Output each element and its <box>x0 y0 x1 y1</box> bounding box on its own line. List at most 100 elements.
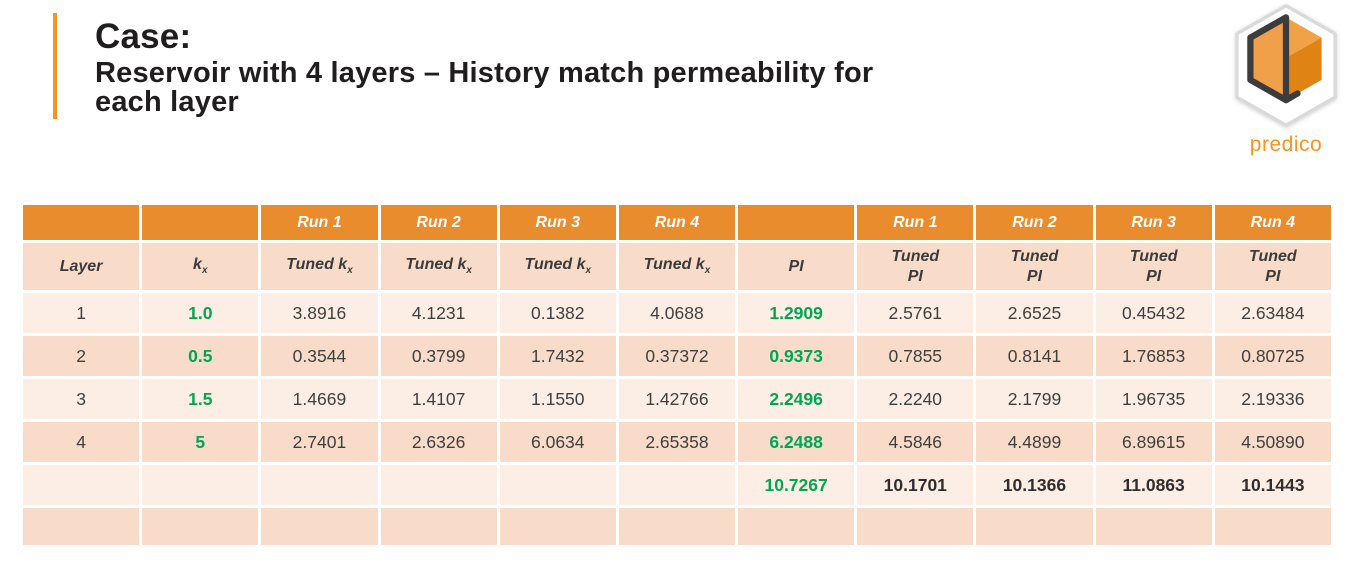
tuned-pi-cell: 4.5846 <box>857 422 974 462</box>
empty-cell <box>976 508 1093 545</box>
blank-header-cell <box>738 205 855 240</box>
empty-cell <box>23 508 140 545</box>
tuned-kx-cell: 2.7401 <box>261 422 378 462</box>
empty-cell <box>618 508 736 545</box>
empty-cell <box>618 465 736 505</box>
tuned-kx-cell: 1.42766 <box>618 379 736 419</box>
empty-row <box>23 508 1331 545</box>
layer-header: Layer <box>23 243 140 290</box>
table-row-layer-2: 2 0.5 0.3544 0.3799 1.7432 0.37372 0.937… <box>23 336 1331 376</box>
empty-cell <box>1095 508 1212 545</box>
tuned-kx-cell: 4.0688 <box>618 293 736 333</box>
kx-value-cell: 1.0 <box>142 293 259 333</box>
title-accent-bar <box>53 13 57 119</box>
run-header-kx-3: Run 3 <box>499 205 616 240</box>
tuned-pi-cell: 0.7855 <box>857 336 974 376</box>
pi-value-cell: 6.2488 <box>738 422 855 462</box>
tuned-pi-cell: 2.63484 <box>1214 293 1331 333</box>
empty-cell <box>142 465 259 505</box>
empty-cell <box>499 465 616 505</box>
tuned-pi-cell: 1.76853 <box>1095 336 1212 376</box>
title-block: Case: Reservoir with 4 layers – History … <box>95 18 1155 117</box>
empty-cell <box>142 508 259 545</box>
tuned-pi-cell: 1.96735 <box>1095 379 1212 419</box>
tuned-pi-header: Tuned PI <box>857 243 974 290</box>
run-header-kx-4: Run 4 <box>618 205 736 240</box>
kx-header: kx <box>142 243 259 290</box>
tuned-kx-cell: 2.6326 <box>380 422 497 462</box>
layer-cell: 3 <box>23 379 140 419</box>
subtitle-line-2: each layer <box>95 85 239 118</box>
column-header-row: Layer kx Tuned kx Tuned kx Tuned kx Tune… <box>23 243 1331 290</box>
tuned-kx-cell: 6.0634 <box>499 422 616 462</box>
layer-cell: 4 <box>23 422 140 462</box>
tuned-kx-cell: 1.4107 <box>380 379 497 419</box>
tuned-kx-cell: 0.3544 <box>261 336 378 376</box>
tuned-pi-cell: 0.45432 <box>1095 293 1212 333</box>
pi-value-cell: 0.9373 <box>738 336 855 376</box>
run-header-pi-3: Run 3 <box>1095 205 1212 240</box>
tuned-pi-cell: 2.6525 <box>976 293 1093 333</box>
subtitle-line-1: Reservoir with 4 layers – History match … <box>95 56 874 89</box>
kx-value-cell: 1.5 <box>142 379 259 419</box>
run-header-pi-2: Run 2 <box>976 205 1093 240</box>
tuned-kx-cell: 1.4669 <box>261 379 378 419</box>
tuned-kx-header: Tuned kx <box>618 243 736 290</box>
empty-cell <box>380 465 497 505</box>
tuned-pi-header: Tuned PI <box>1095 243 1212 290</box>
tuned-kx-cell: 4.1231 <box>380 293 497 333</box>
tuned-kx-cell: 1.7432 <box>499 336 616 376</box>
tuned-kx-header: Tuned kx <box>380 243 497 290</box>
run-header-kx-1: Run 1 <box>261 205 378 240</box>
tuned-pi-cell: 2.19336 <box>1214 379 1331 419</box>
tuned-kx-cell: 0.37372 <box>618 336 736 376</box>
tuned-pi-cell: 2.2240 <box>857 379 974 419</box>
empty-cell <box>380 508 497 545</box>
tuned-pi-header: Tuned PI <box>976 243 1093 290</box>
tuned-pi-cell: 4.50890 <box>1214 422 1331 462</box>
predico-logo: predico <box>1223 2 1349 157</box>
empty-cell <box>23 465 140 505</box>
run-header-pi-4: Run 4 <box>1214 205 1331 240</box>
total-tuned-pi-cell: 10.1366 <box>976 465 1093 505</box>
total-tuned-pi-cell: 10.1443 <box>1214 465 1331 505</box>
tuned-pi-cell: 2.1799 <box>976 379 1093 419</box>
tuned-kx-cell: 2.65358 <box>618 422 736 462</box>
tuned-kx-cell: 1.1550 <box>499 379 616 419</box>
tuned-kx-cell: 3.8916 <box>261 293 378 333</box>
total-tuned-pi-cell: 11.0863 <box>1095 465 1212 505</box>
empty-cell <box>738 508 855 545</box>
empty-cell <box>499 508 616 545</box>
kx-value-cell: 0.5 <box>142 336 259 376</box>
page-subtitle: Reservoir with 4 layers – History match … <box>95 56 1135 118</box>
tuned-kx-cell: 0.1382 <box>499 293 616 333</box>
run-header-row: Run 1 Run 2 Run 3 Run 4 Run 1 Run 2 Run … <box>23 205 1331 240</box>
page-title: Case: <box>95 17 192 56</box>
predico-cube-icon <box>1235 4 1337 127</box>
blank-header-cell <box>23 205 140 240</box>
tuned-kx-cell: 0.3799 <box>380 336 497 376</box>
blank-header-cell <box>142 205 259 240</box>
history-match-table: Run 1 Run 2 Run 3 Run 4 Run 1 Run 2 Run … <box>20 202 1334 548</box>
tuned-pi-cell: 0.80725 <box>1214 336 1331 376</box>
tuned-pi-cell: 6.89615 <box>1095 422 1212 462</box>
empty-cell <box>261 508 378 545</box>
table-row-layer-4: 4 5 2.7401 2.6326 6.0634 2.65358 6.2488 … <box>23 422 1331 462</box>
total-tuned-pi-cell: 10.1701 <box>857 465 974 505</box>
empty-cell <box>261 465 378 505</box>
tuned-pi-cell: 4.4899 <box>976 422 1093 462</box>
empty-cell <box>1214 508 1331 545</box>
tuned-kx-header: Tuned kx <box>261 243 378 290</box>
total-pi-cell: 10.7267 <box>738 465 855 505</box>
pi-value-cell: 1.2909 <box>738 293 855 333</box>
run-header-kx-2: Run 2 <box>380 205 497 240</box>
pi-header: PI <box>738 243 855 290</box>
pi-value-cell: 2.2496 <box>738 379 855 419</box>
table-row-layer-1: 1 1.0 3.8916 4.1231 0.1382 4.0688 1.2909… <box>23 293 1331 333</box>
layer-cell: 1 <box>23 293 140 333</box>
run-header-pi-1: Run 1 <box>857 205 974 240</box>
layer-cell: 2 <box>23 336 140 376</box>
tuned-pi-cell: 2.5761 <box>857 293 974 333</box>
tuned-pi-cell: 0.8141 <box>976 336 1093 376</box>
